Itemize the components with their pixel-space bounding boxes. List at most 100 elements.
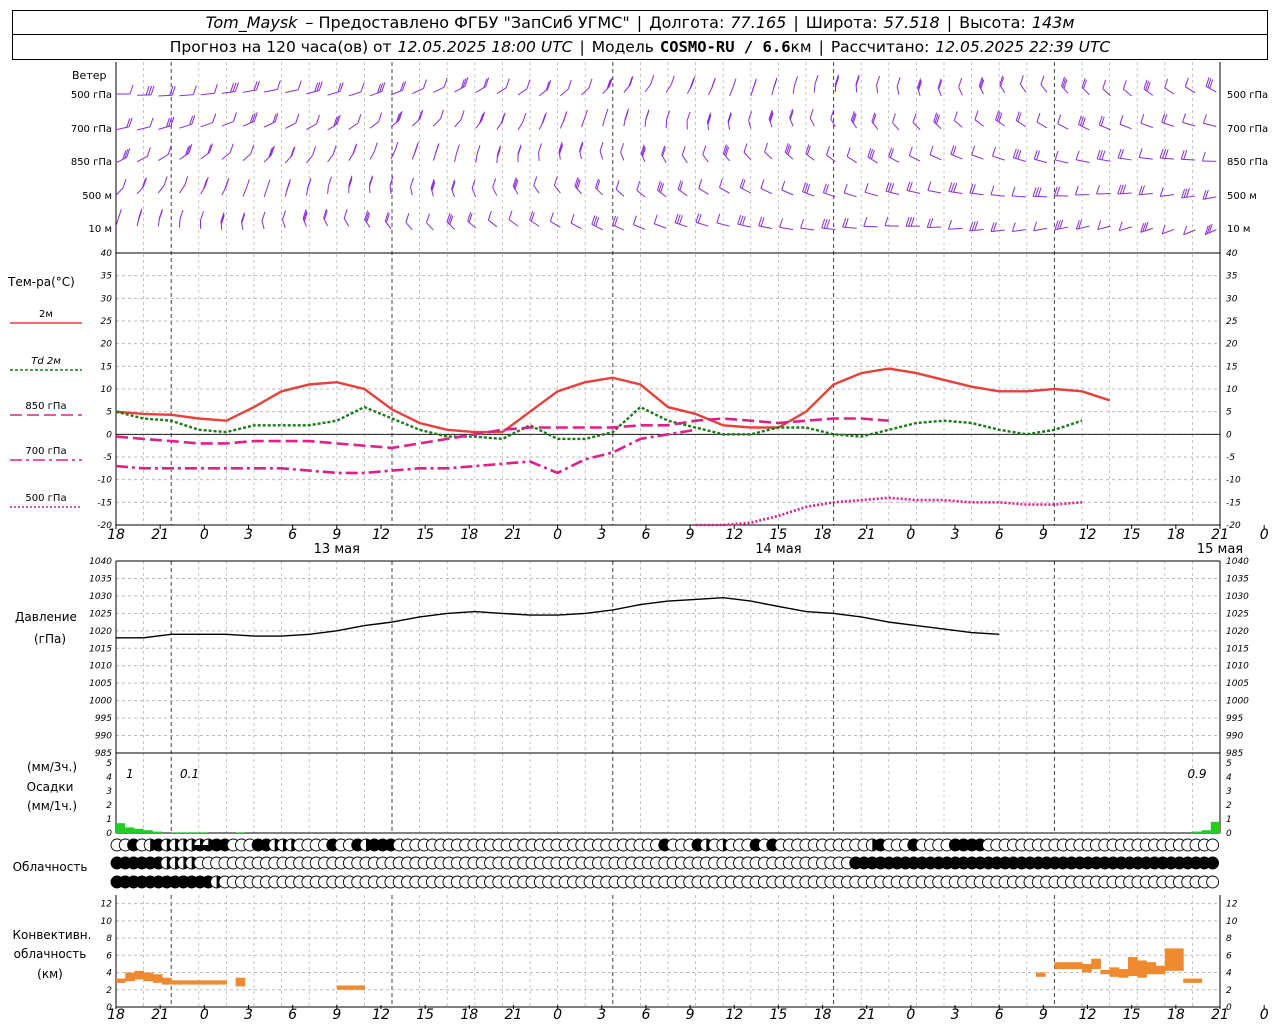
wind-barb-flag — [241, 213, 246, 224]
wind-barb — [1182, 121, 1196, 127]
time-tick-label: 9 — [686, 527, 695, 543]
wind-barb-flag — [434, 144, 439, 154]
wind-barb — [369, 151, 375, 160]
time-tick-label: 0 — [1260, 1007, 1269, 1023]
wind-barb-flag — [1035, 187, 1040, 197]
wind-barb-flag — [1119, 184, 1124, 194]
wind-barb — [1033, 195, 1048, 198]
conv-ytick-label: 2 — [1226, 986, 1232, 996]
press-ytick-label: 1020 — [89, 627, 112, 637]
press-ytick-label: 1010 — [89, 662, 112, 672]
wind-barb-flag — [1164, 149, 1169, 159]
precip-bar — [198, 832, 208, 833]
wind-barb-flag — [787, 145, 792, 155]
wind-barb — [863, 225, 878, 228]
precipitation-layer — [116, 821, 1220, 833]
wind-barb-flag — [268, 148, 273, 158]
wind-barb-flag — [689, 79, 694, 89]
wind-barb-flag — [480, 112, 485, 123]
wind-barb-flag — [724, 145, 728, 155]
wind-barb-flag — [1144, 221, 1149, 232]
wind-barbs-layer — [115, 74, 1217, 236]
wind-barb-flag — [1183, 150, 1188, 160]
wind-barb-flag — [607, 78, 612, 88]
wind-barb — [390, 150, 396, 160]
time-tick-label: 12 — [725, 527, 743, 543]
wind-barb-flag — [373, 142, 378, 152]
precip-bar — [1192, 831, 1202, 833]
wind-barb-flag — [842, 217, 847, 228]
wind-barb-flag — [1145, 80, 1150, 91]
wind-barb-flag — [1081, 78, 1086, 88]
wind-barb-flag — [640, 144, 645, 154]
wind-barb-flag — [929, 218, 934, 228]
wind-barb — [896, 86, 900, 95]
wind-barb-flag — [802, 182, 806, 192]
wind-barb-flag — [1057, 114, 1062, 124]
convective-cloud-layer — [116, 948, 1203, 990]
wind-barb-flag — [126, 118, 131, 128]
temp-legend-label: 500 гПа — [25, 493, 66, 504]
wind-barb — [644, 84, 652, 93]
press-ytick-label: 1040 — [89, 557, 112, 567]
wind-barb-flag — [1183, 225, 1188, 235]
wind-barb — [1181, 195, 1196, 199]
press-ytick-label: 995 — [95, 714, 112, 724]
wind-barb-flag — [575, 178, 580, 188]
precip-total-label: 1 — [126, 767, 134, 781]
temp-ytick-label: 5 — [106, 408, 112, 418]
wind-barb-flag — [681, 145, 686, 156]
wind-barb-flag — [591, 215, 596, 225]
wind-barb-flag — [741, 216, 746, 226]
wind-barb-flag — [307, 179, 312, 189]
wind-barb-flag — [1079, 116, 1084, 126]
wind-barb-flag — [1036, 112, 1041, 123]
temp-ytick-label: 10 — [1226, 385, 1238, 395]
wind-barb-flag — [1138, 185, 1143, 195]
wind-barb — [892, 122, 900, 131]
convective-bar — [1146, 962, 1157, 975]
wind-barb-flag — [1201, 151, 1206, 162]
wind-barb-flag — [179, 210, 184, 220]
wind-barb — [282, 219, 286, 228]
conv-ytick-label: 0 — [1226, 1003, 1232, 1013]
lat-value: 57.518 — [883, 13, 940, 32]
wind-barb-flag — [980, 79, 985, 90]
precip-total-label: 0.9 — [1187, 767, 1206, 781]
wind-barb-flag — [1096, 184, 1101, 195]
wind-barb — [426, 222, 434, 231]
wind-barb-flag — [378, 112, 383, 122]
wind-barb — [992, 155, 1005, 161]
wind-barb-flag — [128, 117, 133, 127]
wind-barb-flag — [876, 75, 881, 86]
wind-barb-flag — [1204, 189, 1209, 200]
wind-barb-flag — [1100, 116, 1105, 126]
press-ytick-label: 995 — [1226, 714, 1243, 724]
wind-barb — [1140, 227, 1153, 233]
wind-barb-flag — [186, 145, 191, 155]
time-tick-label: 12 — [1079, 527, 1097, 543]
wind-barb-flag — [126, 148, 131, 158]
wind-barb-flag — [679, 181, 684, 191]
wind-barb-flag — [514, 180, 519, 190]
wind-barb-flag — [167, 145, 172, 155]
time-tick-label: 3 — [951, 527, 960, 543]
temp-ytick-label: -15 — [1226, 498, 1241, 508]
wind-barb-flag — [908, 181, 913, 192]
time-tick-label: 18 — [814, 1007, 832, 1023]
wind-barb-flag — [918, 81, 922, 91]
forecast-time: 12.05.2025 18:00 UTC — [397, 38, 573, 56]
wind-barb-flag — [1053, 186, 1058, 196]
wind-barb-flag — [253, 112, 258, 122]
wind-title: Ветер — [72, 69, 106, 82]
wind-barb — [1040, 84, 1048, 93]
wind-barb-flag — [286, 182, 291, 192]
precip-bar — [189, 832, 199, 833]
wind-barb-flag — [357, 113, 362, 124]
wind-barb — [369, 121, 379, 129]
wind-barb-flag — [212, 113, 217, 123]
wind-barb-flag — [599, 141, 604, 152]
wind-barb-flag — [410, 177, 414, 188]
wind-barb-flag — [662, 147, 666, 157]
wind-barb-flag — [606, 79, 611, 90]
